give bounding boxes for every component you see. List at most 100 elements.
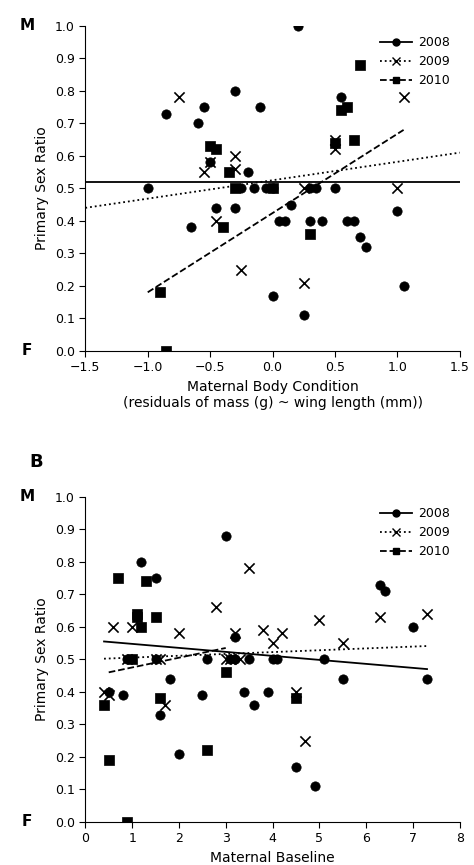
Point [263, 182, 270, 195]
Point [137, 620, 145, 634]
Point [231, 201, 239, 215]
Point [292, 759, 300, 773]
Point [331, 132, 339, 146]
Point [124, 652, 131, 666]
Point [166, 672, 173, 686]
Point [331, 182, 339, 195]
Point [231, 652, 239, 666]
Point [269, 182, 276, 195]
Point [206, 156, 214, 170]
Point [423, 672, 431, 686]
Point [206, 156, 214, 170]
Point [275, 214, 283, 227]
Point [409, 620, 417, 634]
Point [128, 620, 136, 634]
Point [163, 106, 170, 120]
Point [250, 182, 257, 195]
Point [231, 626, 239, 640]
Point [320, 652, 328, 666]
Point [222, 529, 229, 543]
Point [188, 221, 195, 234]
Point [287, 198, 295, 212]
Point [212, 201, 220, 215]
Point [376, 610, 384, 624]
Point [269, 652, 276, 666]
Point [241, 685, 248, 699]
Point [400, 279, 407, 292]
Point [152, 571, 159, 585]
Point [206, 139, 214, 153]
Point [227, 652, 234, 666]
Point [337, 91, 345, 105]
Point [319, 214, 326, 227]
Point [356, 58, 364, 72]
Point [152, 652, 159, 666]
Point [161, 698, 169, 712]
Point [156, 691, 164, 705]
Point [100, 685, 108, 699]
Point [163, 344, 170, 358]
Point [222, 665, 229, 679]
Point [344, 214, 351, 227]
Point [381, 584, 389, 598]
Point [362, 240, 370, 253]
Legend: 2008, 2009, 2010: 2008, 2009, 2010 [377, 32, 454, 91]
Point [273, 652, 281, 666]
Point [231, 149, 239, 163]
Point [152, 610, 159, 624]
Point [236, 652, 244, 666]
Legend: 2008, 2009, 2010: 2008, 2009, 2010 [377, 503, 454, 562]
Text: B: B [29, 453, 43, 471]
Point [344, 100, 351, 114]
Text: M: M [19, 490, 35, 504]
Point [114, 571, 122, 585]
Text: M: M [19, 18, 35, 34]
Point [306, 182, 314, 195]
Point [331, 136, 339, 150]
Point [133, 607, 141, 621]
Point [105, 689, 112, 702]
Point [100, 698, 108, 712]
Point [246, 561, 253, 575]
Point [133, 610, 141, 624]
Point [237, 182, 245, 195]
Point [194, 117, 201, 131]
Point [152, 652, 159, 666]
Point [212, 600, 220, 614]
Point [231, 182, 239, 195]
Point [300, 182, 308, 195]
Point [237, 263, 245, 277]
Point [278, 626, 286, 640]
Point [281, 214, 289, 227]
Point [269, 289, 276, 303]
Point [227, 652, 234, 666]
Point [105, 685, 112, 699]
Point [356, 230, 364, 244]
Point [109, 620, 117, 634]
Point [400, 91, 407, 105]
Point [250, 698, 258, 712]
X-axis label: Maternal Body Condition
(residuals of mass (g) ~ wing length (mm)): Maternal Body Condition (residuals of ma… [123, 380, 422, 410]
Point [312, 182, 320, 195]
Point [269, 636, 276, 650]
Point [331, 143, 339, 157]
Point [199, 689, 206, 702]
Point [311, 779, 319, 793]
Point [246, 652, 253, 666]
Point [128, 652, 136, 666]
Point [212, 214, 220, 227]
Point [156, 708, 164, 721]
Point [292, 685, 300, 699]
Point [200, 100, 208, 114]
Text: F: F [22, 814, 32, 830]
Point [256, 100, 264, 114]
Point [306, 214, 314, 227]
Point [264, 685, 272, 699]
Point [175, 746, 182, 760]
Point [124, 815, 131, 829]
Point [393, 204, 401, 218]
Point [231, 84, 239, 98]
Point [292, 691, 300, 705]
Point [175, 626, 182, 640]
Point [219, 221, 227, 234]
